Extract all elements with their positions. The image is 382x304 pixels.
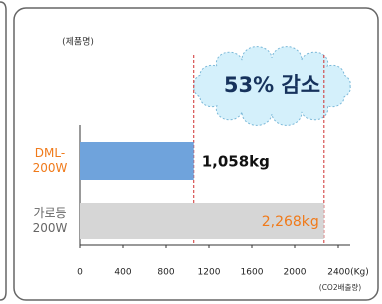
x-tick-label: 2000	[284, 268, 307, 278]
left-frame	[0, 2, 6, 300]
category-label: DML-200W	[22, 146, 78, 176]
x-tick-label: 1200	[198, 268, 221, 278]
value-label: 2,268kg	[262, 214, 319, 230]
x-tick-label: 400	[114, 268, 131, 278]
x-tick-label: 2400(Kg)	[327, 268, 369, 278]
x-tick-label: 0	[77, 268, 83, 278]
category-label: 가로등 200W	[22, 206, 78, 236]
x-axis-label: (CO2배출량)	[319, 282, 362, 292]
page: {"chart_data": {"type": "hbar", "annotat…	[0, 0, 382, 304]
value-label: 1,058kg	[202, 153, 270, 171]
x-tick-label: 1600	[241, 268, 264, 278]
bar	[80, 142, 194, 180]
y-axis-label: (제품명)	[62, 37, 94, 48]
annotation: 53% 감소	[224, 73, 320, 97]
x-tick-label: 800	[157, 268, 174, 278]
